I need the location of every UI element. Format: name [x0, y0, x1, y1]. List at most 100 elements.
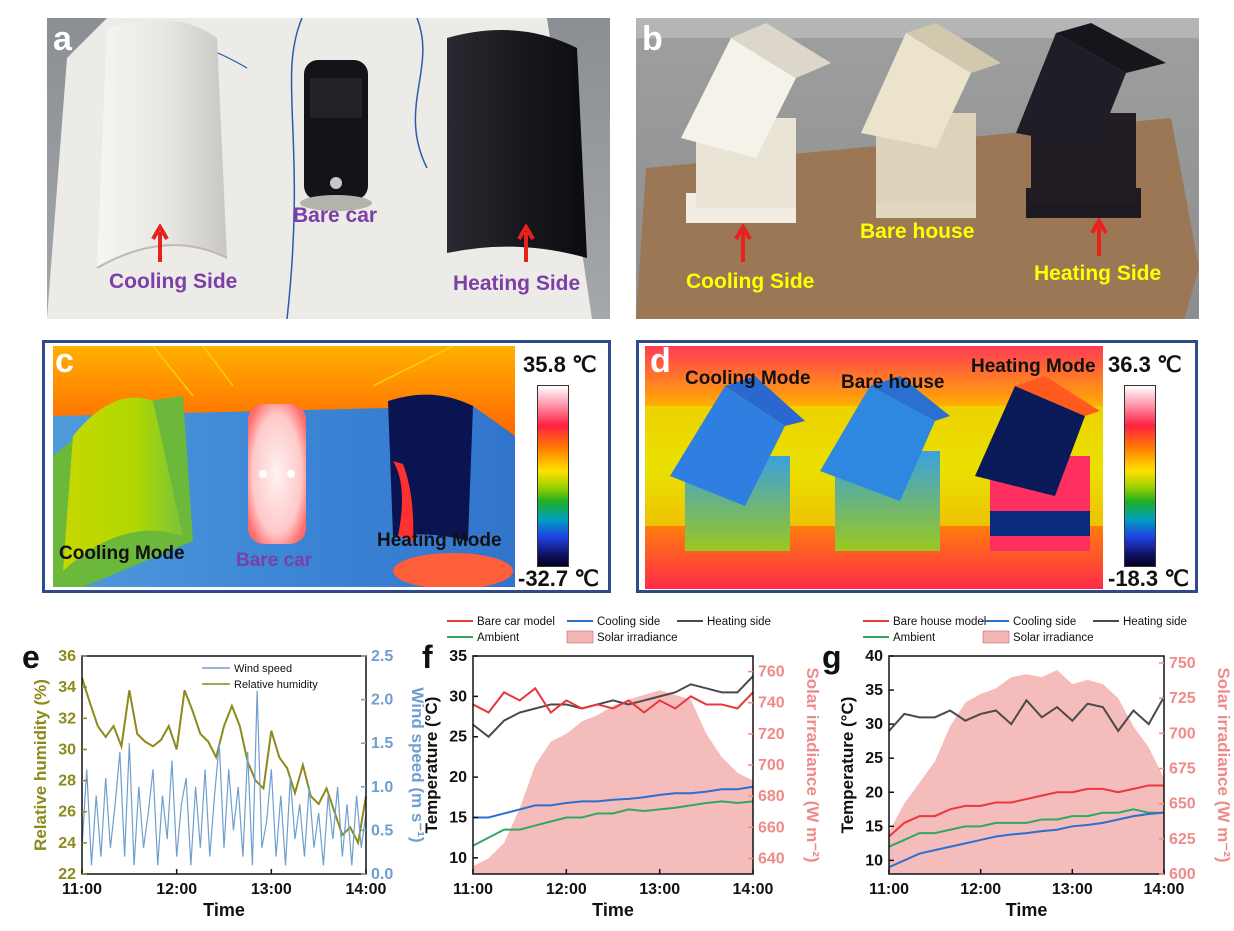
colorbar-c: [537, 385, 569, 567]
y-axis-label-e: Relative humidity (%): [31, 679, 50, 851]
y2-tick-label-g: 700: [1169, 725, 1196, 742]
plot-frame-e: [81, 655, 367, 875]
y-tick-label-g: 15: [865, 818, 883, 835]
legend-label-f: Bare car model: [477, 616, 555, 628]
x-tick-label-f: 13:00: [639, 881, 680, 898]
colorbar-max-d: 36.3 ℃: [1108, 352, 1182, 377]
panel-letter-d: d: [650, 346, 671, 380]
y2-tick-label-g: 750: [1169, 655, 1196, 672]
panel-d-thermal-image: d Cooling Mode Bare house Heating Mode: [645, 346, 1103, 589]
series-heating-side-line-g: [888, 696, 1165, 733]
y-axis-label-g: Temperature (°C): [838, 697, 857, 834]
y-tick-label-e: 36: [58, 648, 76, 665]
x-tick-label-e: 11:00: [62, 881, 102, 898]
panel-letter-c: c: [55, 346, 74, 380]
y2-tick-label-g: 625: [1169, 831, 1196, 848]
legend-label-g: Bare house model: [893, 616, 986, 628]
legend-swatch-g: [982, 630, 1010, 644]
x-tick-label-g: 12:00: [960, 881, 1001, 898]
y-tick-label-g: 10: [865, 852, 883, 869]
y2-tick-label-e: 0.5: [371, 822, 393, 839]
y2-tick-label-f: 740: [758, 695, 785, 712]
y2-tick-label-f: 640: [758, 850, 785, 867]
y2-tick-label-e: 1.5: [371, 735, 393, 752]
label-cooling-mode: Cooling Mode: [59, 543, 185, 564]
y-tick-label-e: 30: [58, 741, 76, 758]
series-cooling-side-line-g: [888, 811, 1165, 869]
arrow-up-icon: [517, 224, 535, 262]
y-tick-label-e: 26: [58, 804, 76, 821]
panel-a-photo: a Bare car Cooling Side Heating Side: [47, 18, 610, 319]
legend-label-g: Solar irradiance: [1013, 632, 1094, 644]
y2-tick-label-f: 700: [758, 757, 785, 774]
label-bare-car: Bare car: [293, 204, 378, 227]
x-tick-label-f: 12:00: [546, 881, 587, 898]
x-axis-label-f: Time: [592, 900, 634, 920]
y2-tick-label-e: 0.0: [371, 866, 393, 883]
label-bare-car: Bare car: [236, 550, 313, 571]
charts-container: 11:00 12:00 13:00 14:00 Time 22 24 26 28 30 32 34 36…: [22, 616, 1233, 920]
y2-axis-label-f: Solar irradiance (W m⁻²): [803, 667, 822, 862]
legend-label-f: Heating side: [707, 616, 771, 628]
y2-tick-label-e: 2.5: [371, 648, 393, 665]
arrow-up-icon: [1090, 218, 1108, 256]
arrow-up-icon: [151, 224, 169, 262]
y-tick-label-g: 30: [865, 716, 883, 733]
x-tick-label-g: 13:00: [1052, 881, 1093, 898]
arrow-up-icon: [734, 224, 752, 262]
plot-frame-g: [888, 655, 1165, 875]
y-axis-label-f: Temperature (°C): [422, 697, 441, 834]
series-cooling-side-line-f: [473, 785, 754, 819]
legend-label-f: Ambient: [477, 632, 520, 644]
y-tick-label-f: 10: [449, 850, 467, 867]
y-tick-label-e: 28: [58, 773, 76, 790]
panel-b-photo: b Bare house Cooling Side Heating Side: [636, 18, 1199, 319]
legend-label-g: Cooling side: [1013, 616, 1076, 628]
colorbar-d: [1124, 385, 1156, 567]
y-tick-label-f: 15: [449, 809, 467, 826]
legend-label-e: Relative humidity: [234, 679, 318, 691]
y2-tick-label-e: 2.0: [371, 692, 393, 709]
x-tick-label-f: 11:00: [453, 881, 493, 898]
y-tick-label-f: 30: [449, 688, 467, 705]
y-tick-label-e: 34: [58, 679, 76, 696]
label-cooling-side: Cooling Side: [686, 270, 815, 293]
y-tick-label-g: 35: [865, 682, 883, 699]
y-tick-label-f: 25: [449, 729, 467, 746]
series-wind-speed-line-e: [81, 690, 367, 866]
x-tick-label-f: 14:00: [733, 881, 774, 898]
series-heating-side-line-f: [472, 675, 754, 739]
y2-tick-label-f: 760: [758, 664, 785, 681]
y-tick-label-e: 32: [58, 710, 76, 727]
series-ambient-line-g: [888, 808, 1164, 848]
series-bare-car-model-line-f: [472, 686, 754, 714]
legend-swatch-f: [566, 630, 594, 644]
y2-tick-label-g: 650: [1169, 796, 1196, 813]
colorbar-min-c: -32.7 ℃: [518, 566, 599, 591]
label-bare-house: Bare house: [860, 220, 975, 243]
y2-tick-label-f: 720: [758, 726, 785, 743]
legend-label-e: Wind speed: [234, 663, 292, 675]
y2-tick-label-g: 600: [1169, 866, 1196, 883]
colorbar-max-c: 35.8 ℃: [523, 352, 597, 377]
y-tick-label-e: 24: [58, 835, 76, 852]
panel-letter-a: a: [53, 20, 72, 58]
legend-label-g: Heating side: [1123, 616, 1187, 628]
series-solar-irradiance-area-f: [473, 690, 753, 874]
y2-tick-label-g: 725: [1169, 690, 1196, 707]
y-tick-label-e: 22: [58, 866, 76, 883]
y-tick-label-g: 20: [865, 784, 883, 801]
legend-label-f: Cooling side: [597, 616, 660, 628]
series-ambient-line-f: [472, 800, 754, 847]
y-tick-label-g: 25: [865, 750, 883, 767]
legend-label-f: Solar irradiance: [597, 632, 678, 644]
panel-letter-b: b: [642, 20, 663, 58]
label-cooling-side: Cooling Side: [109, 270, 238, 293]
series-relative-humidity-line-e: [81, 677, 367, 847]
x-tick-label-g: 11:00: [869, 881, 909, 898]
panel-c-thermal-image: c Bare car Cooling Mode Heating Mode: [53, 346, 515, 587]
label-heating-side: Heating Side: [1034, 262, 1162, 285]
x-axis-label-g: Time: [1006, 900, 1048, 920]
panel-letter-f: f: [422, 639, 433, 675]
y-tick-label-f: 35: [449, 648, 467, 665]
